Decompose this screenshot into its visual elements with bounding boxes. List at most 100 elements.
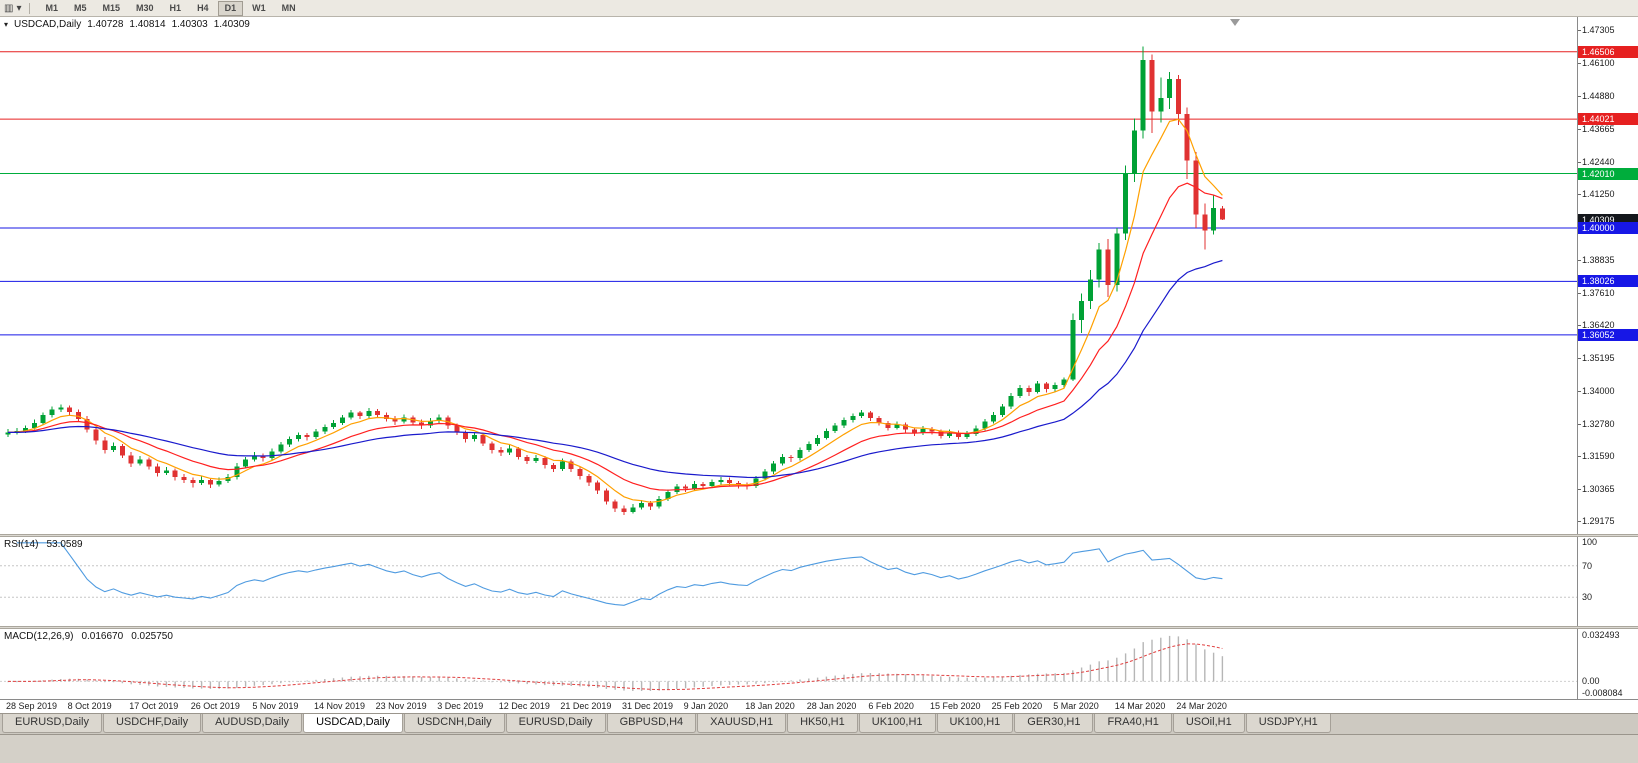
price-tick-label: 1.37610 [1582,287,1615,298]
price-axis[interactable]: 1.47305 1.46100 1.44880 1.43665 1.42440 1.412… [1577,17,1638,534]
chart-tab-usdjpy-h1[interactable]: USDJPY,H1 [1245,714,1331,733]
price-badge-support-138026: 1.38026 [1578,275,1638,288]
timeframe-button-m15[interactable]: M15 [102,2,121,13]
rsi-label: RSI(14) [4,539,39,550]
price-tick-mark [1578,521,1581,523]
rsi-svg[interactable] [0,537,1577,626]
chart-tab-usoil-h1[interactable]: USOil,H1 [1172,714,1245,733]
chart-tab-usdcnh-daily[interactable]: USDCNH,Daily [404,714,505,733]
chart-tab-eurusd-daily[interactable]: EURUSD,Daily [2,714,102,733]
price-tick-label: 1.47305 [1582,25,1615,36]
open-value: 1.40728 [87,19,124,30]
price-badge-support-136052: 1.36052 [1578,328,1638,341]
macd-axis[interactable]: 0.032493 0.00 -0.008084 [1577,629,1638,699]
chart-shift-marker-icon[interactable] [1230,19,1240,26]
price-tick-label: 1.44880 [1582,90,1615,101]
price-badge-resistance-146506: 1.46506 [1578,45,1638,58]
dropdown-arrow-icon[interactable]: ▾ [16,2,22,14]
macd-axis-label: -0.008084 [1582,688,1623,698]
macd-axis-label: 0.032493 [1582,630,1620,640]
timeframe-button-m1[interactable]: M1 [45,2,58,13]
rsi-value: 53.0589 [46,539,83,550]
price-tick-label: 1.29175 [1582,516,1615,527]
timeframe-button-w1[interactable]: W1 [252,2,266,13]
price-chart-svg[interactable] [0,17,1577,534]
timeframe-button-h4[interactable]: H4 [197,2,209,13]
date-axis[interactable]: 28 Sep 2019 8 Oct 2019 17 Oct 2019 26 Oct 2… [0,699,1638,713]
candles-layer [5,46,1225,515]
rsi-axis[interactable]: 100 70 30 [1577,537,1638,626]
pane-separator-2[interactable] [0,626,1638,629]
macd-pane-plot[interactable] [0,629,1577,699]
macd-pane[interactable]: 0.032493 0.00 -0.008084 MACD(12,26,9) 0.01… [0,629,1638,699]
macd-main-value: 0.016670 [81,631,124,642]
price-tick-label: 1.31590 [1582,450,1615,461]
chart-tab-eurusd-daily[interactable]: EURUSD,Daily [505,714,606,733]
chart-tab-usdchf-daily[interactable]: USDCHF,Daily [102,714,202,733]
chart-type-icon[interactable]: ▥ [4,2,14,14]
one-click-trading-icon[interactable]: ▾ [4,20,9,29]
date-label: 31 Dec 2019 [622,701,674,711]
chart-tab-gbpusd-h4[interactable]: GBPUSD,H4 [606,714,697,733]
price-tick-label: 1.41250 [1582,189,1615,200]
price-tick-label: 1.34000 [1582,385,1615,396]
price-tick-mark [1578,324,1581,326]
chart-tab-audusd-daily[interactable]: AUDUSD,Daily [202,714,303,733]
date-label: 3 Dec 2019 [437,701,484,711]
chart-tab-uk100-h1[interactable]: UK100,H1 [936,714,1014,733]
date-label: 14 Nov 2019 [314,701,366,711]
timeframe-button-mn[interactable]: MN [281,2,296,13]
timeframe-button-h1[interactable]: H1 [169,2,182,13]
pane-separator-1[interactable] [0,534,1638,537]
ma-line-14 [7,182,1223,491]
chart-tab-usdcad-daily[interactable]: USDCAD,Daily [303,714,404,733]
chart-tab-fra40-h1[interactable]: FRA40,H1 [1094,714,1172,733]
price-tick-mark [1578,423,1581,425]
date-label: 18 Jan 2020 [745,701,795,711]
price-tick-mark [1578,488,1581,490]
ma-line-32 [8,259,1223,479]
timeframe-button-m30[interactable]: M30 [136,2,154,13]
symbol-label: USDCAD,Daily [14,19,82,30]
macd-signal-line [8,643,1223,691]
price-tick-mark [1578,259,1581,261]
low-value: 1.40303 [171,19,208,30]
rsi-pane[interactable]: 100 70 30 RSI(14) 53.0589 [0,537,1638,626]
price-tick-mark [1578,292,1581,294]
chart-tab-hk50-h1[interactable]: HK50,H1 [787,714,858,733]
date-label: 8 Oct 2019 [67,701,112,711]
rsi-pane-plot[interactable] [0,537,1577,626]
price-tick-mark [1578,194,1581,196]
status-area [0,734,1638,763]
ma-line-6 [7,118,1223,503]
price-tick-label: 1.36420 [1582,319,1615,330]
macd-axis-label: 0.00 [1582,676,1600,687]
price-tick-mark [1578,358,1581,360]
macd-svg[interactable] [0,629,1577,699]
rsi-header: RSI(14) 53.0589 [4,539,83,550]
chart-tab-uk100-h1[interactable]: UK100,H1 [858,714,936,733]
price-tick-mark [1578,30,1581,32]
date-label: 21 Dec 2019 [560,701,612,711]
macd-signal-value: 0.025750 [131,631,173,642]
price-tick-label: 1.32780 [1582,418,1615,429]
macd-label: MACD(12,26,9) [4,631,74,642]
date-label: 14 Mar 2020 [1114,701,1166,711]
price-tick-label: 1.30365 [1582,483,1615,494]
price-tick-mark [1578,390,1581,392]
chart-tab-xauusd-h1[interactable]: XAUUSD,H1 [697,714,787,733]
date-label: 17 Oct 2019 [129,701,179,711]
price-tick-mark [1578,95,1581,97]
timeframe-button-m5[interactable]: M5 [74,2,87,13]
price-tick-label: 1.46100 [1582,57,1615,68]
date-label: 28 Sep 2019 [6,701,58,711]
rsi-axis-label: 100 [1582,537,1598,547]
timeframe-button-d1[interactable]: D1 [217,0,244,16]
date-label: 15 Feb 2020 [930,701,981,711]
price-pane-plot[interactable] [0,17,1577,534]
price-pane[interactable]: 1.47305 1.46100 1.44880 1.43665 1.42440 1.412… [0,17,1638,534]
price-tick-mark [1578,62,1581,64]
price-tick-label: 1.42440 [1582,156,1615,167]
price-tick-label: 1.35195 [1582,353,1615,364]
chart-tab-ger30-h1[interactable]: GER30,H1 [1014,714,1094,733]
